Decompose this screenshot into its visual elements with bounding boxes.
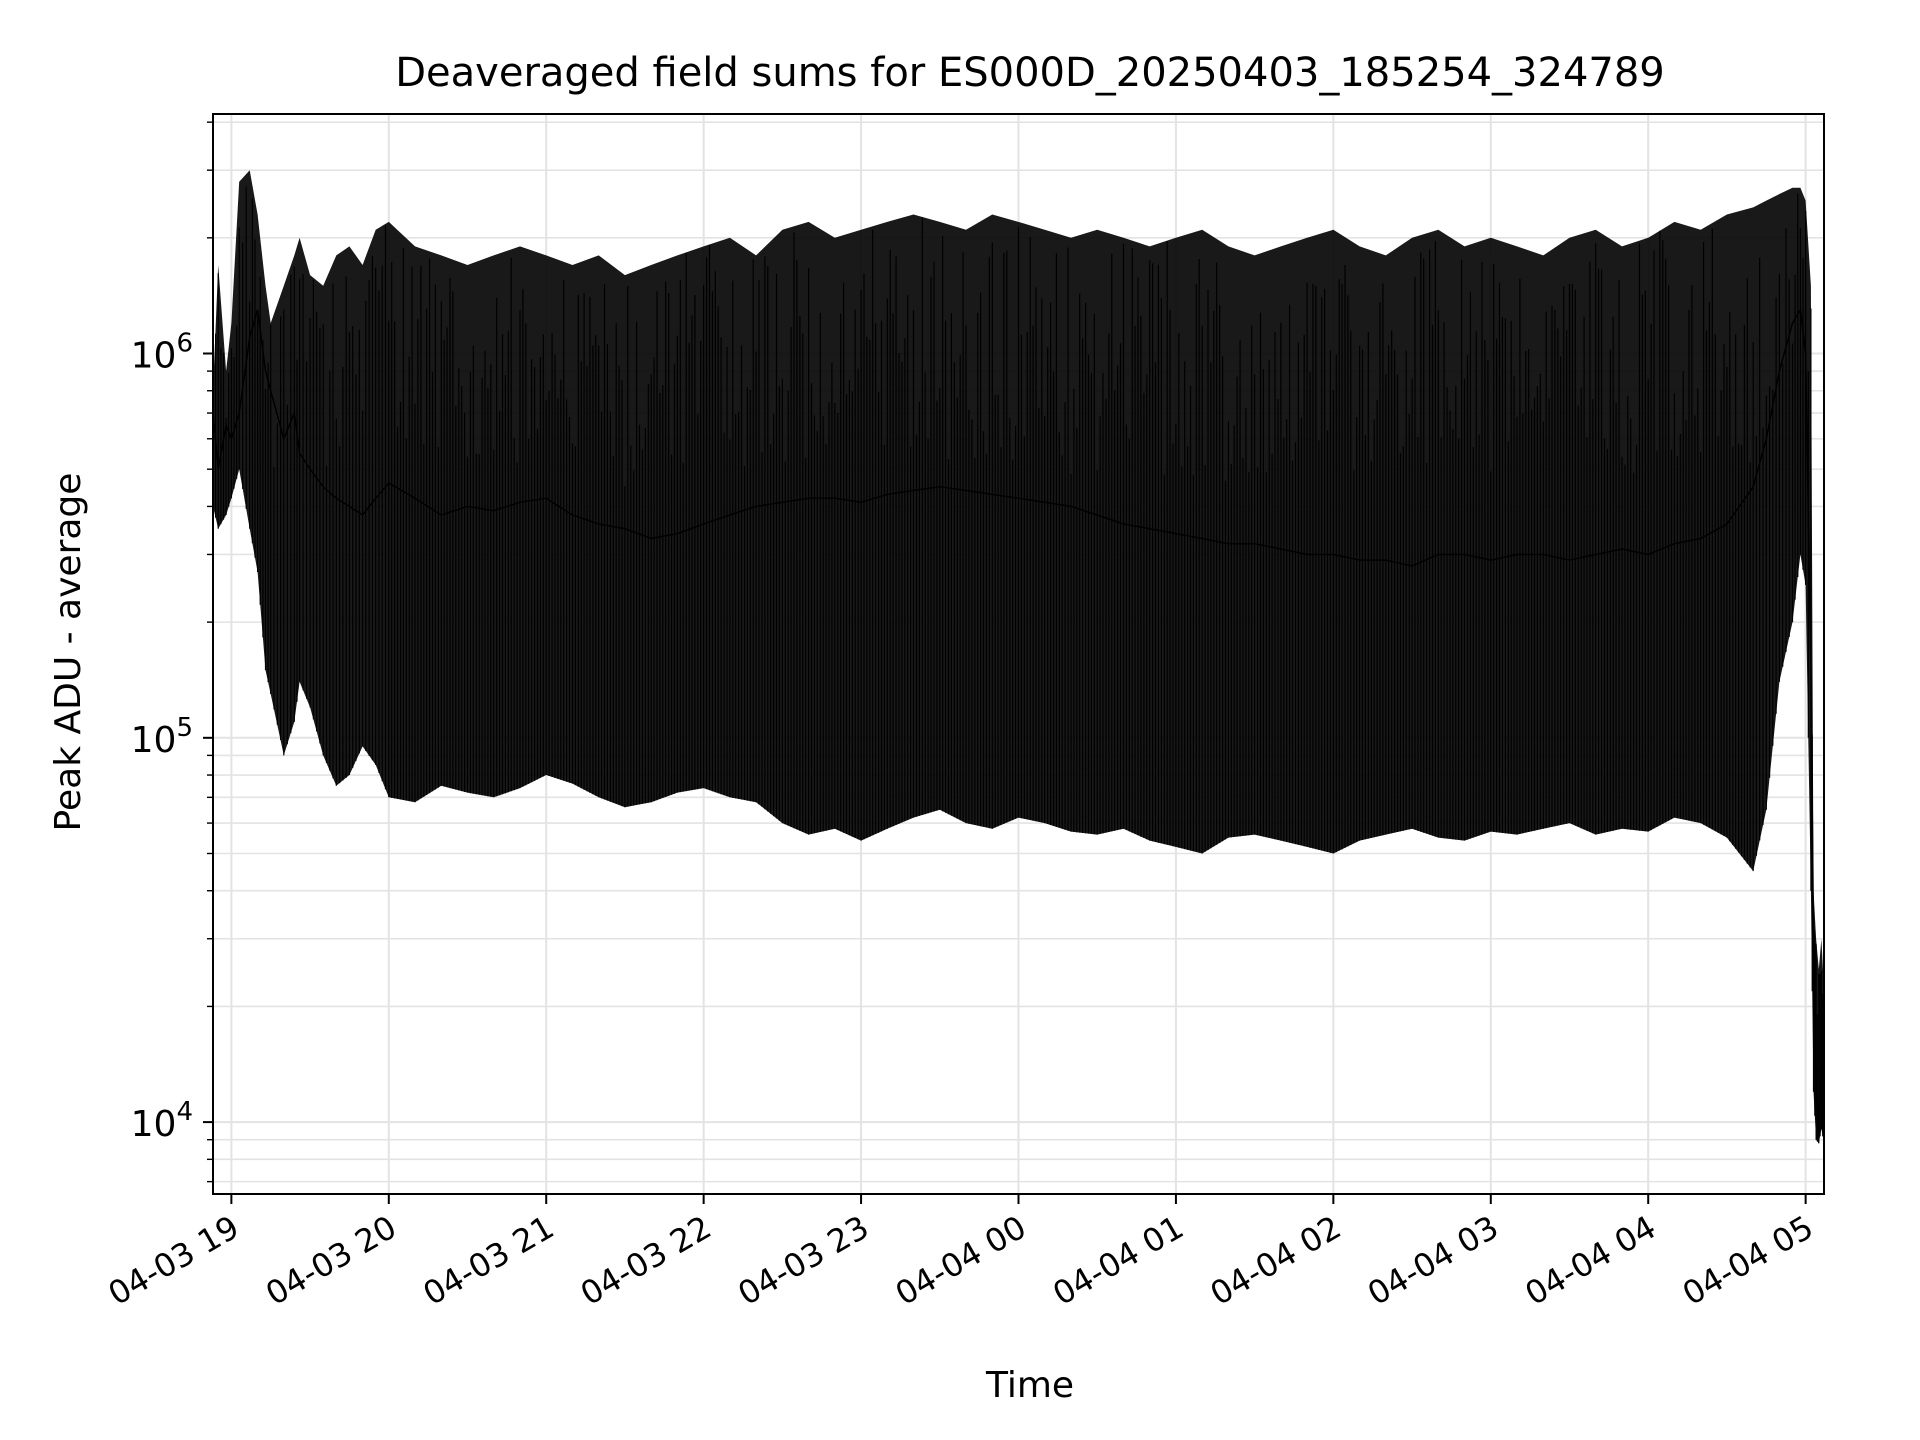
series-range-band	[212, 170, 1824, 1144]
y-tick-label: 105	[131, 713, 193, 761]
y-tick-label: 106	[131, 329, 193, 377]
x-axis-label: Time	[985, 1365, 1074, 1406]
series-line	[212, 307, 1825, 1131]
chart-title: Deaveraged field sums for ES000D_2025040…	[395, 50, 1665, 96]
plot-frame	[212, 113, 1825, 1195]
y-axis-label: Peak ADU - average	[48, 473, 89, 832]
series-line-group	[212, 307, 1825, 1131]
y-tick-label: 104	[131, 1097, 193, 1145]
